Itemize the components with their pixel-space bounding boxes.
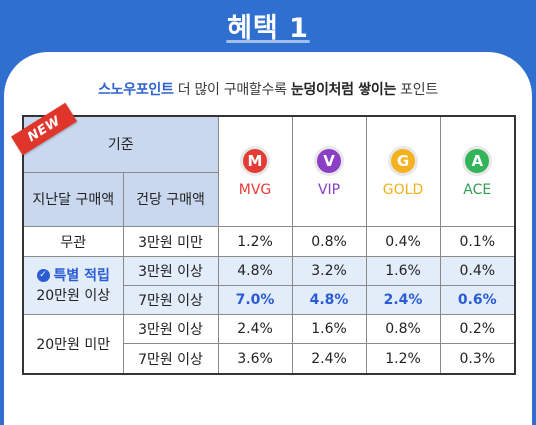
per-cell: 7만원 이상 (122, 284, 219, 316)
rate-cell: 1.6% (291, 314, 367, 345)
benefit-table: 기준 M MVG V VIP G GOLD A ACE 지난달 구매액 건당 구… (22, 115, 517, 375)
subtitle: 스노우포인트 더 많이 구매할수록 눈덩이처럼 쌓이는 포인트 (0, 79, 536, 99)
rate-cell: 1.2% (365, 343, 441, 375)
rate-cell: 2.4% (365, 284, 441, 316)
grade-vip: V VIP (291, 115, 367, 228)
rate-cell: 1.2% (217, 226, 293, 257)
rate-cell: 2.4% (217, 314, 293, 345)
subtitle-text-1: 더 많이 구매할수록 (173, 82, 291, 98)
group-cell: 20만원 미만 (22, 314, 124, 375)
last-month-header: 지난달 구매액 (22, 171, 124, 228)
per-cell: 3만원 이상 (122, 314, 219, 345)
grade-name: ACE (463, 181, 492, 198)
per-cell: 7만원 이상 (122, 343, 219, 375)
check-icon: ✓ (36, 268, 50, 282)
grade-ace: A ACE (439, 115, 516, 228)
rate-cell: 0.6% (439, 284, 516, 316)
rate-cell: 0.4% (439, 255, 516, 286)
table-row: 20만원 미만 3만원 이상 2.4% 1.6% 0.8% 0.2% (22, 314, 516, 375)
rate-cell: 0.3% (439, 343, 516, 375)
rate-cell: 4.8% (217, 255, 293, 286)
rate-cell: 7.0% (217, 284, 293, 316)
rate-cell: 4.8% (291, 284, 367, 316)
per-purchase-header: 건당 구매액 (122, 171, 219, 228)
grade-name: VIP (317, 181, 341, 198)
special-label: 특별 적립 (53, 268, 110, 285)
grade-name: GOLD (382, 181, 424, 198)
group-cell-special: ✓ 특별 적립 20만원 이상 (22, 255, 124, 316)
per-cell: 3만원 미만 (122, 226, 219, 257)
rate-cell: 0.1% (439, 226, 516, 257)
table-row: ✓ 특별 적립 20만원 이상 3만원 이상 4.8% 3.2% 1.6% 0.4… (22, 255, 516, 316)
rate-cell: 3.6% (217, 343, 293, 375)
gold-badge-icon: G (388, 145, 419, 176)
rate-cell: 0.4% (365, 226, 441, 257)
rate-cell: 0.8% (291, 226, 367, 257)
vip-badge-icon: V (314, 145, 345, 176)
subtitle-text-2: 포인트 (396, 82, 438, 98)
grade-mvg: M MVG (217, 115, 293, 228)
group-label: 20만원 이상 (36, 288, 111, 305)
subtitle-emphasis: 눈덩이처럼 쌓이는 (290, 82, 397, 98)
page-title: 혜택 1 (227, 13, 309, 44)
title-underline (226, 40, 310, 43)
table-row: 무관 3만원 미만 1.2% 0.8% 0.4% 0.1% (22, 226, 516, 257)
mvg-badge-icon: M (240, 145, 271, 176)
rate-cell: 0.2% (439, 314, 516, 345)
table-row: 7만원 이상 7.0% 4.8% 2.4% 0.6% (23, 284, 516, 316)
subtitle-brand: 스노우포인트 (98, 82, 174, 98)
ace-badge-icon: A (462, 145, 493, 176)
grade-name: MVG (238, 181, 272, 198)
rate-cell: 0.8% (365, 314, 441, 345)
rate-cell: 1.6% (365, 255, 441, 286)
per-cell: 3만원 이상 (122, 255, 219, 286)
table-row: 7만원 이상 3.6% 2.4% 1.2% 0.3% (23, 343, 516, 375)
rate-cell: 3.2% (291, 255, 367, 286)
rate-cell: 2.4% (291, 343, 367, 375)
grade-gold: G GOLD (365, 115, 441, 228)
group-cell: 무관 (22, 226, 124, 257)
